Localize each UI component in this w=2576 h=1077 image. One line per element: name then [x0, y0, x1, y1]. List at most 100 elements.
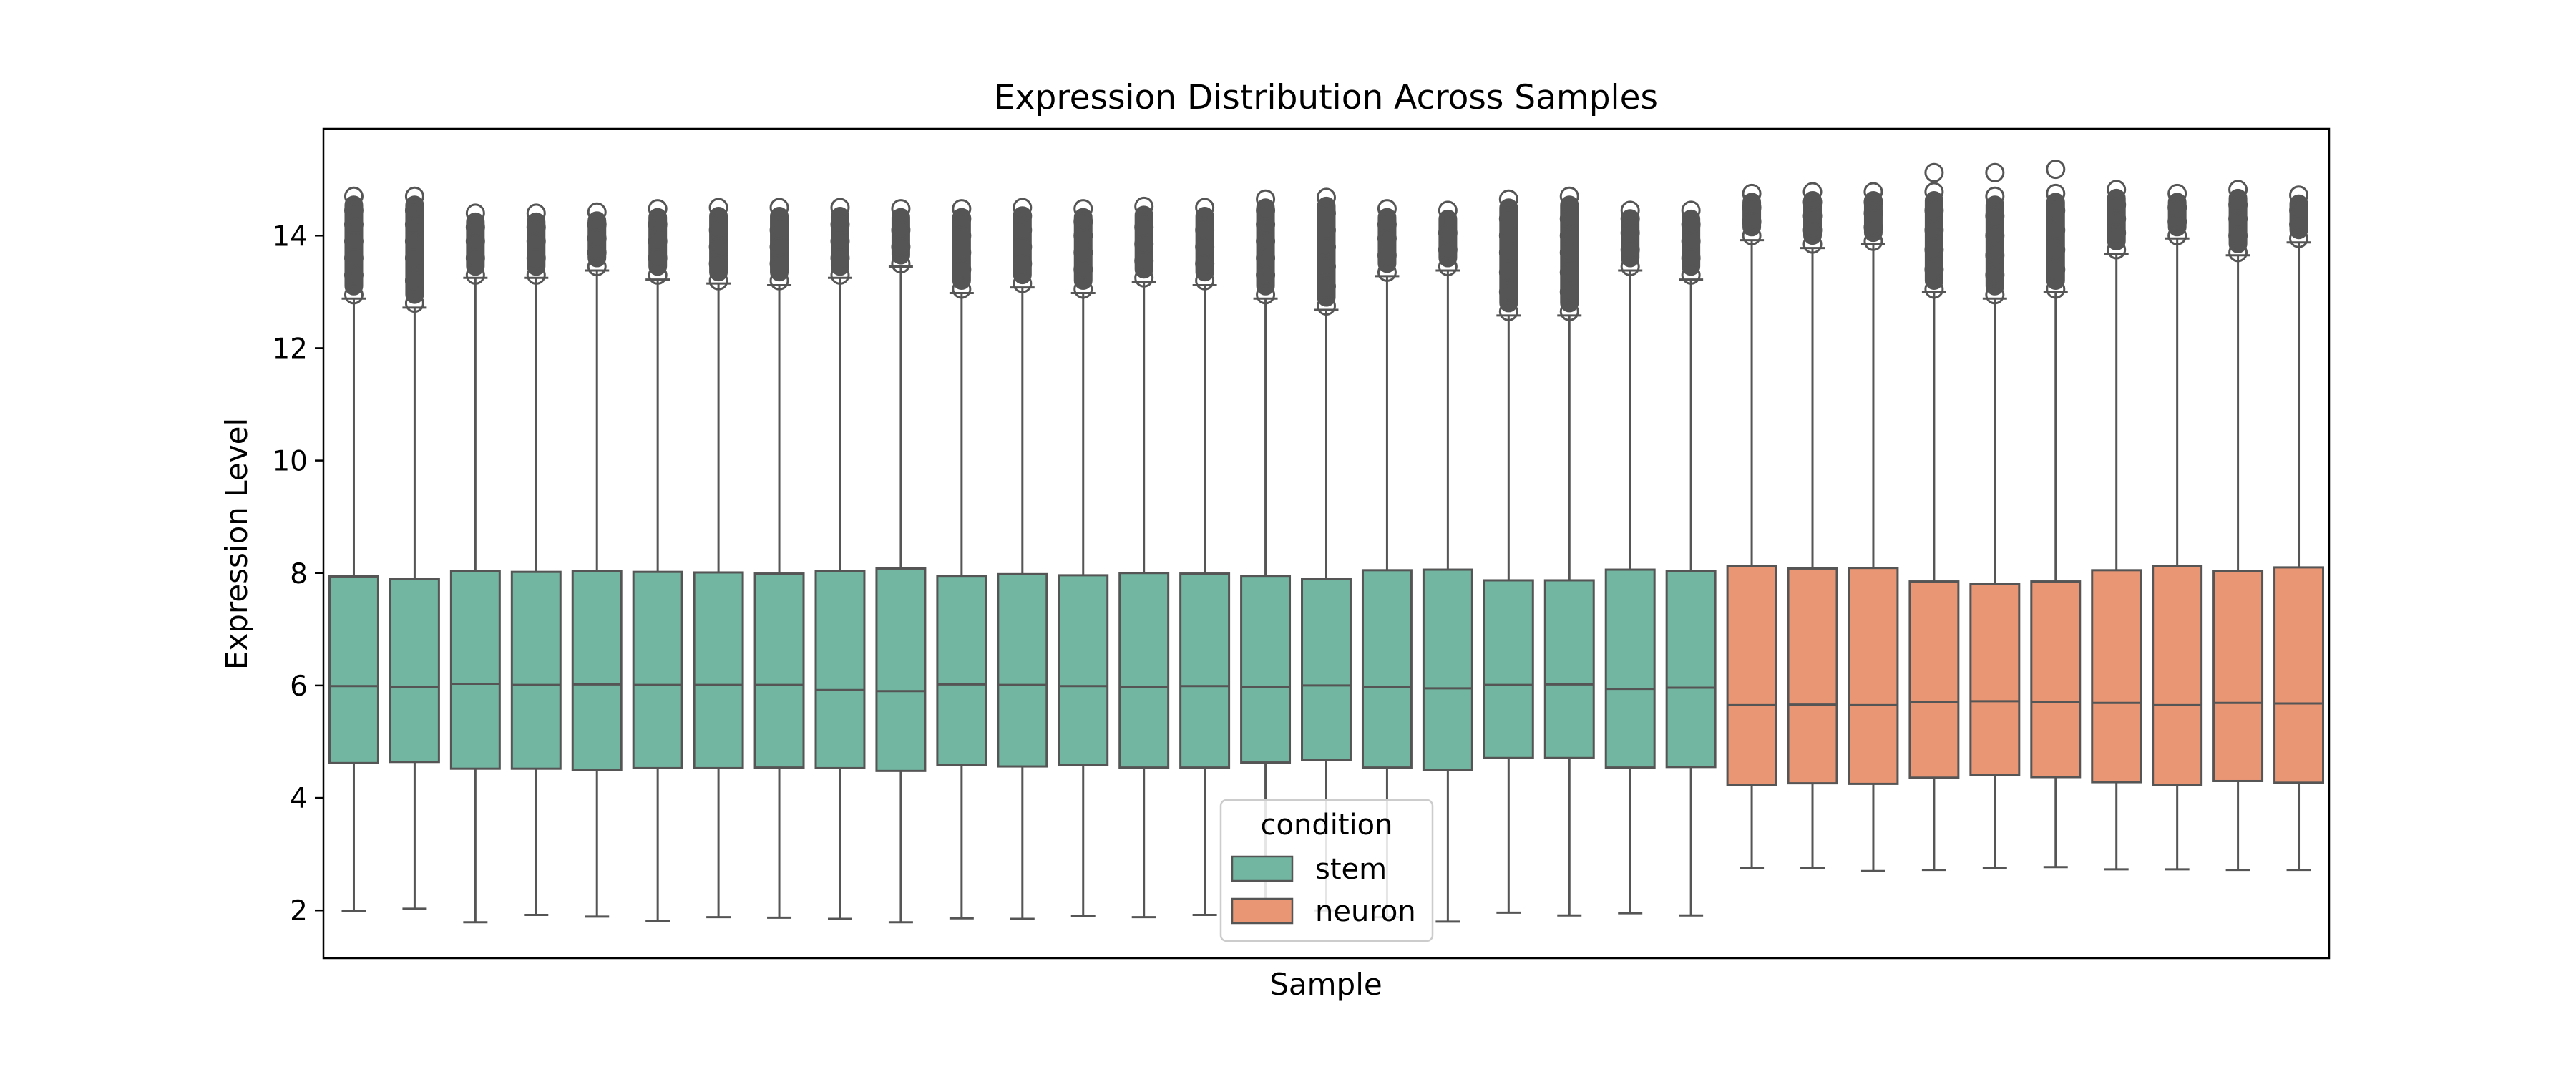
outlier-point [404, 271, 424, 291]
outlier-point [708, 220, 728, 240]
boxes-layer [328, 160, 2325, 924]
outlier-point [1681, 215, 1701, 235]
outlier-point [1985, 225, 2005, 245]
outlier-point [1256, 200, 1276, 220]
box-body [571, 570, 623, 771]
box-body [1058, 574, 1109, 766]
box-neuron-27 [1908, 162, 1960, 872]
outlier-point [1802, 234, 1823, 254]
outlier-point [343, 186, 364, 206]
outlier-point [2107, 223, 2127, 243]
outlier-point [1559, 262, 1579, 282]
outlier-point [587, 228, 607, 248]
box-stem-21 [1543, 186, 1595, 917]
outlier-point [465, 231, 485, 251]
y-tick-label: 12 [272, 333, 308, 365]
legend-label-neuron: neuron [1315, 895, 1416, 928]
outlier-point [1742, 183, 1762, 203]
box-stem-7 [693, 198, 744, 919]
box-body [1483, 579, 1534, 759]
box-neuron-32 [2212, 180, 2264, 872]
outlier-point [343, 200, 364, 220]
outlier-point [2167, 225, 2187, 245]
outlier-point [2289, 228, 2309, 248]
outlier-point [1073, 199, 1093, 219]
legend: condition stem neuron [1219, 799, 1434, 942]
box-body [1179, 572, 1231, 769]
box-body [2273, 566, 2325, 784]
outlier-point [1438, 200, 1458, 220]
box-stem-11 [936, 199, 987, 920]
box-body [1969, 583, 2021, 776]
outlier-point [1924, 200, 1944, 220]
box-stem-3 [449, 203, 501, 924]
outlier-point [952, 199, 972, 219]
box-body [2030, 580, 2082, 779]
box-stem-5 [571, 202, 623, 918]
outlier-point [2046, 220, 2066, 240]
outlier-point [1256, 215, 1276, 235]
box-stem-15 [1179, 198, 1231, 916]
box-neuron-25 [1787, 182, 1838, 869]
outlier-point [1317, 296, 1336, 316]
outlier-point [1863, 231, 1883, 251]
box-neuron-30 [2091, 180, 2142, 871]
outlier-point [1013, 273, 1033, 293]
outlier-point [343, 285, 364, 305]
y-tick-label: 14 [272, 220, 308, 253]
legend-swatch-neuron [1231, 897, 1294, 925]
box-body [510, 570, 562, 770]
box-body [2152, 565, 2203, 786]
plot-frame [322, 127, 2331, 960]
outlier-point [1498, 282, 1518, 302]
outlier-point [1377, 215, 1397, 235]
outlier-point [1559, 301, 1579, 321]
outlier-point [1742, 225, 1762, 245]
outlier-band [1985, 195, 2004, 296]
outlier-point [1924, 240, 1944, 260]
outlier-point [1317, 187, 1336, 208]
box-stem-6 [632, 199, 683, 922]
box-neuron-29 [2030, 160, 2082, 869]
box-body [1118, 572, 1170, 769]
outlier-point [1863, 203, 1883, 223]
outlier-point [2289, 215, 2309, 235]
outlier-point [648, 199, 668, 219]
outlier-point [830, 198, 850, 218]
outlier-point [891, 220, 911, 240]
outlier-point [708, 198, 728, 218]
box-body [1543, 579, 1595, 759]
box-body [997, 572, 1048, 768]
outlier-point [1681, 200, 1701, 220]
outlier-point [465, 203, 485, 223]
outlier-point [587, 257, 607, 277]
box-stem-16 [1240, 189, 1292, 915]
outlier-point [1985, 162, 2005, 182]
outlier-point [1013, 206, 1033, 226]
outlier-point [1134, 218, 1154, 238]
outlier-point [2046, 183, 2066, 203]
box-stem-22 [1604, 200, 1656, 915]
legend-label-stem: stem [1315, 853, 1387, 886]
outlier-point [1802, 206, 1823, 226]
outlier-point [1985, 186, 2005, 206]
outlier-point [769, 220, 789, 240]
box-stem-14 [1118, 196, 1170, 919]
outlier-point [1317, 257, 1336, 277]
outlier-point [2046, 160, 2066, 180]
outlier-point [1742, 212, 1762, 232]
outlier-point [1498, 189, 1518, 209]
outlier-point [404, 186, 424, 206]
outlier-point [1498, 262, 1518, 282]
outlier-point [1559, 209, 1579, 229]
box-body [875, 567, 927, 772]
outlier-point [1924, 162, 1944, 182]
box-body [2212, 570, 2264, 782]
outlier-point [1498, 209, 1518, 229]
box-neuron-24 [1726, 183, 1777, 869]
outlier-point [1256, 285, 1276, 305]
outlier-point [1924, 220, 1944, 240]
outlier-point [1013, 198, 1033, 218]
outlier-point [404, 293, 424, 313]
